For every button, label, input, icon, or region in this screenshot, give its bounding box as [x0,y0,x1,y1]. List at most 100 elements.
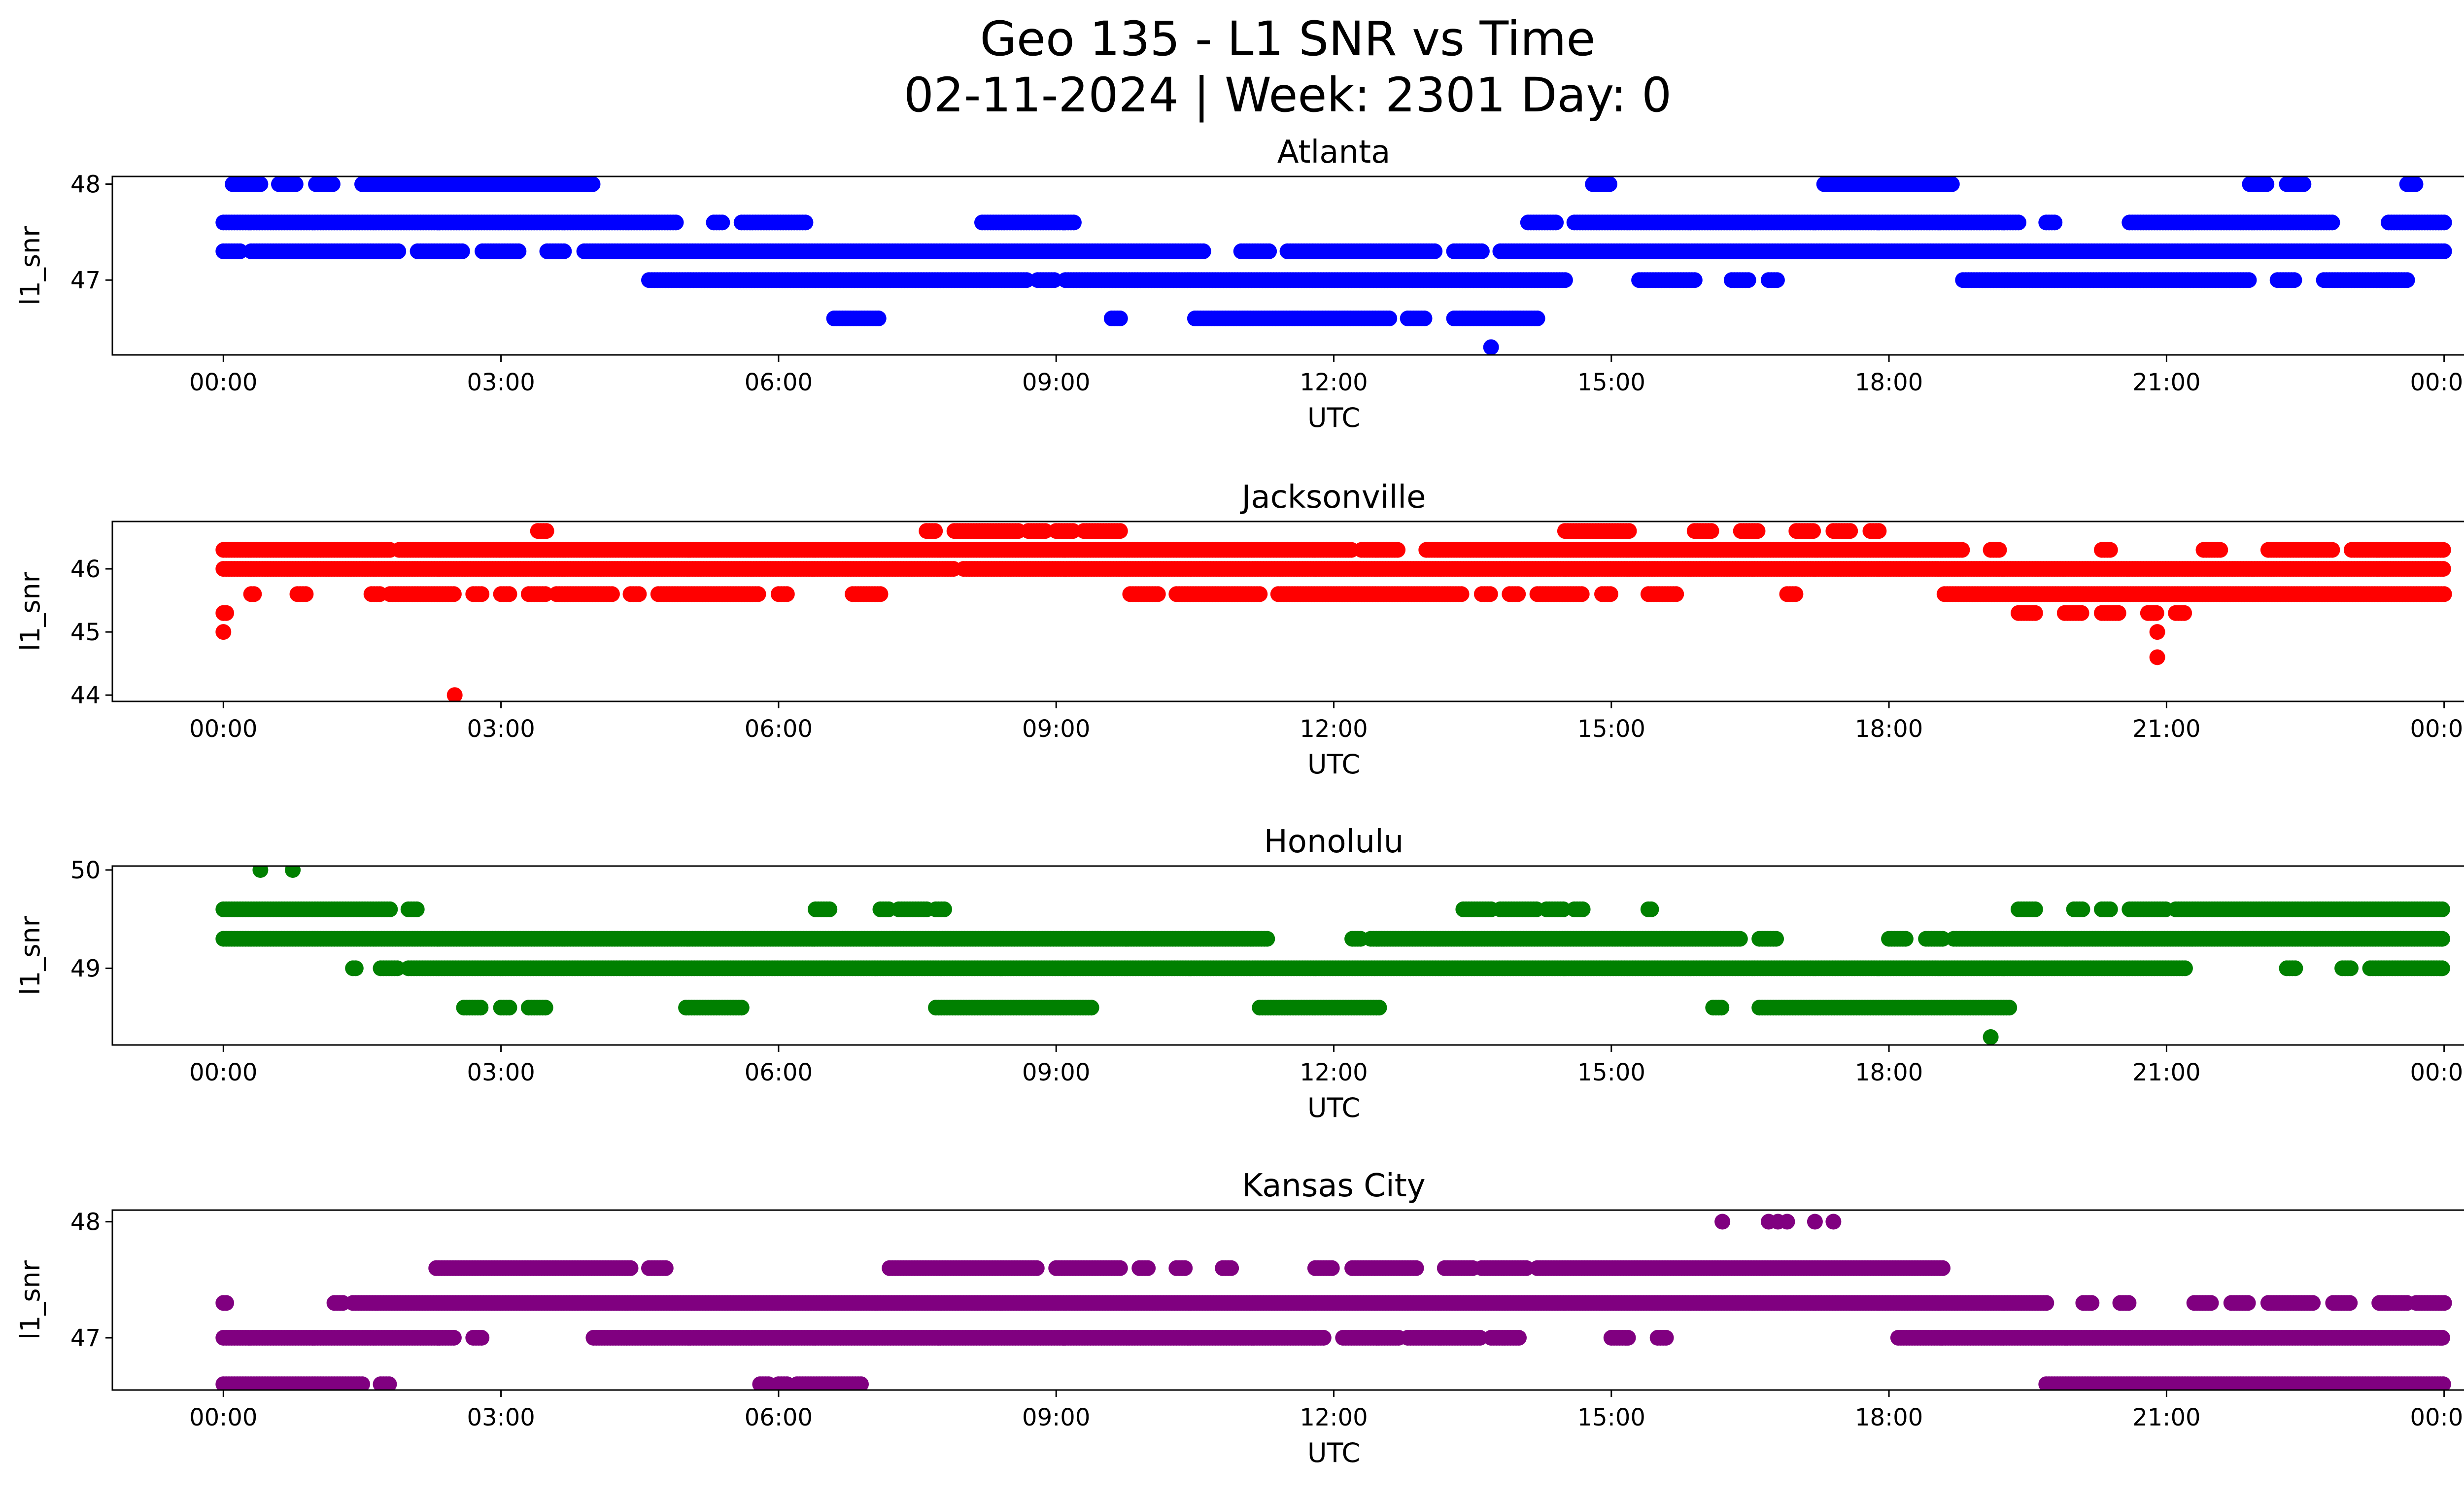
x-tick-label: 12:00 [1300,715,1368,743]
data-point [2073,605,2089,621]
data-point [1195,243,1211,259]
data-point [1897,931,1914,947]
data-point [714,214,730,231]
data-point [1805,523,1821,539]
data-point [1555,901,1572,917]
data-point [1065,523,1081,539]
data-point [1954,542,1970,558]
data-point [1150,586,1166,602]
x-tick-label: 06:00 [745,715,813,743]
data-point [446,687,463,701]
data-point [1621,523,1637,539]
data-point [1252,586,1268,602]
data-point [1602,176,1617,192]
data-point [2435,561,2451,577]
data-point [501,586,517,602]
data-point [1483,339,1499,355]
y-axis-label: l1_snr [15,571,46,651]
x-tick-label: 15:00 [1577,715,1645,743]
x-tick-label: 21:00 [2132,715,2200,743]
data-point [1732,931,1748,947]
data-point [1557,272,1573,288]
data-point [324,176,341,192]
scatter-series-atlanta [215,176,2452,355]
data-point [1991,542,2007,558]
data-point [2436,586,2452,602]
data-point [474,586,490,602]
data-point [750,586,766,602]
x-axis: 00:00 03:00 06:00 09:00 12:00 15:00 18:00 21:00… [189,355,2464,396]
x-tick-label: 03:00 [467,369,535,396]
y-axis-label: l1_snr [15,226,46,306]
data-point [2295,176,2312,192]
x-tick-label: 18:00 [1855,715,1923,743]
data-point [232,243,248,259]
x-tick-label: 18:00 [1855,369,1923,396]
data-point [2110,605,2126,621]
data-point [1453,586,1470,602]
data-point [511,243,527,259]
y-tick-label: 47 [70,267,101,294]
x-tick-label: 06:00 [745,369,813,396]
data-point [1944,176,1960,192]
data-point [1482,586,1498,602]
x-tick-label: 09:00 [1022,369,1090,396]
data-point [668,214,684,231]
data-point [584,176,601,192]
data-point [2176,605,2192,621]
data-point [2407,176,2424,192]
data-point [1046,272,1062,288]
x-tick-label: 15:00 [1577,369,1645,396]
data-point [1574,901,1591,917]
data-point [556,243,572,259]
data-point [1065,214,1082,231]
data-point [2399,272,2415,288]
data-point [1602,586,1618,602]
data-point [1510,586,1526,602]
data-point [936,901,952,917]
data-point [2102,542,2118,558]
data-point [2027,605,2043,621]
y-tick-label: 45 [70,619,101,646]
data-point [797,214,814,231]
data-point [1259,931,1275,947]
data-point [2212,542,2228,558]
data-point [821,901,838,917]
data-point [287,176,304,192]
y-tick-label: 46 [70,556,101,583]
data-point [1427,243,1443,259]
data-point [2074,901,2090,917]
data-point [454,243,470,259]
data-point [1842,523,1858,539]
data-point [1703,523,1719,539]
x-tick-label: 09:00 [1022,715,1090,743]
data-point [2047,214,2063,231]
data-point [445,586,462,602]
data-point [382,901,398,917]
data-point [2149,649,2165,665]
data-point [2324,542,2340,558]
data-point [1643,901,1659,917]
data-point [537,586,553,602]
data-point [1037,523,1053,539]
data-point [2286,272,2302,288]
data-point [1473,243,1490,259]
data-point [285,866,301,878]
data-point [2241,272,2257,288]
data-point [2149,624,2165,640]
data-point [1574,586,1590,602]
data-point [927,523,943,539]
data-point [252,866,269,878]
data-point [538,523,554,539]
data-point [1787,586,1804,602]
data-point [2011,214,2026,231]
data-point [1529,311,1545,326]
data-point [604,586,620,602]
data-point [1112,311,1128,326]
data-point [1416,311,1433,326]
data-point [1740,272,1756,288]
